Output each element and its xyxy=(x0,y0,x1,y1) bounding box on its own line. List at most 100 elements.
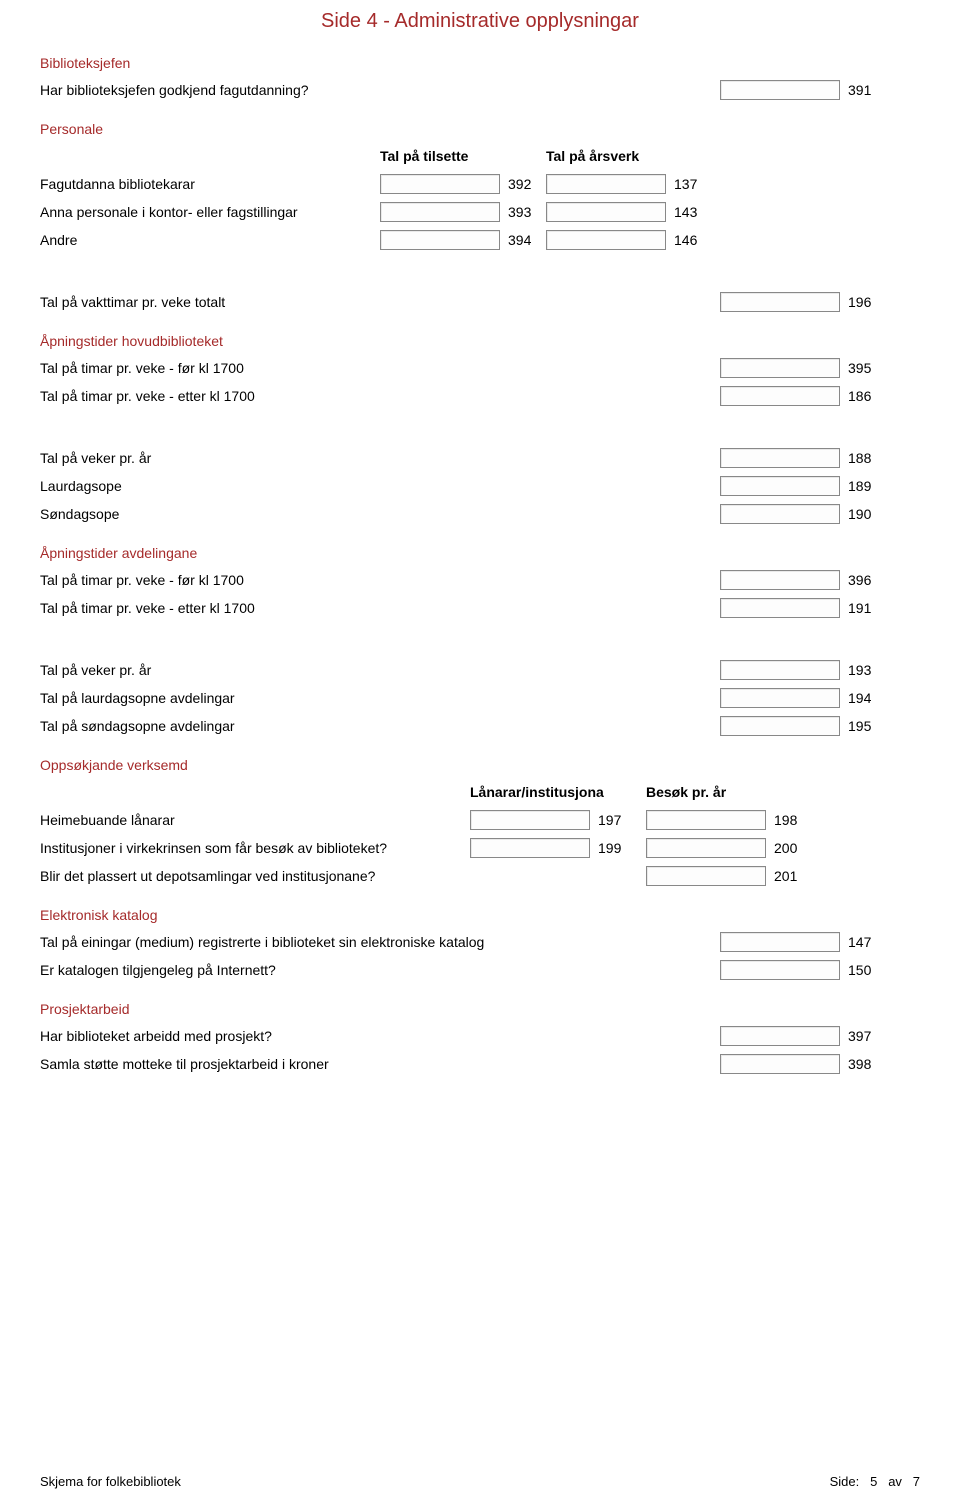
num-198: 198 xyxy=(774,812,808,828)
col-lanarar: Lånarar/institusjona xyxy=(470,784,646,800)
elek-row-1: Er katalogen tilgjengeleg på Internett? … xyxy=(40,957,920,983)
num-188: 188 xyxy=(848,450,882,466)
veker2-label-0: Tal på veker pr. år xyxy=(40,662,720,678)
footer-page-current: 5 xyxy=(870,1474,877,1489)
veker2-row-1: Tal på laurdagsopne avdelingar 194 xyxy=(40,685,920,711)
hovud-row-1: Tal på timar pr. veke - etter kl 1700 18… xyxy=(40,383,920,409)
hovud-label-1: Tal på timar pr. veke - etter kl 1700 xyxy=(40,388,720,404)
input-393[interactable] xyxy=(380,202,500,222)
num-197: 197 xyxy=(598,812,632,828)
hovud-row-0: Tal på timar pr. veke - før kl 1700 395 xyxy=(40,355,920,381)
input-198[interactable] xyxy=(646,810,766,830)
input-150[interactable] xyxy=(720,960,840,980)
input-193[interactable] xyxy=(720,660,840,680)
prosjekt-label-1: Samla støtte motteke til prosjektarbeid … xyxy=(40,1056,720,1072)
page-footer: Skjema for folkebibliotek Side: 5 av 7 xyxy=(40,1474,920,1489)
input-200[interactable] xyxy=(646,838,766,858)
avd-row-0: Tal på timar pr. veke - før kl 1700 396 xyxy=(40,567,920,593)
num-137: 137 xyxy=(674,176,708,192)
num-186: 186 xyxy=(848,388,882,404)
col-arsverk: Tal på årsverk xyxy=(546,148,712,164)
section-prosjekt: Prosjektarbeid xyxy=(40,1001,920,1017)
footer-right: Side: 5 av 7 xyxy=(830,1474,920,1489)
input-201[interactable] xyxy=(646,866,766,886)
oppsok-header-row: Lånarar/institusjona Besøk pr. år xyxy=(40,779,920,805)
label-godkjend: Har biblioteksjefen godkjend fagutdannin… xyxy=(40,82,720,98)
personale-row-2: Andre 394 146 xyxy=(40,227,920,253)
personale-label-1: Anna personale i kontor- eller fagstilli… xyxy=(40,204,380,220)
input-397[interactable] xyxy=(720,1026,840,1046)
veker1-label-0: Tal på veker pr. år xyxy=(40,450,720,466)
veker2-label-1: Tal på laurdagsopne avdelingar xyxy=(40,690,720,706)
col-besok: Besøk pr. år xyxy=(646,784,812,800)
prosjekt-row-0: Har biblioteket arbeidd med prosjekt? 39… xyxy=(40,1023,920,1049)
avd-label-1: Tal på timar pr. veke - etter kl 1700 xyxy=(40,600,720,616)
footer-sep: av xyxy=(888,1474,902,1489)
hovud-label-0: Tal på timar pr. veke - før kl 1700 xyxy=(40,360,720,376)
num-191: 191 xyxy=(848,600,882,616)
num-193: 193 xyxy=(848,662,882,678)
personale-row-0: Fagutdanna bibliotekarar 392 137 xyxy=(40,171,920,197)
num-147: 147 xyxy=(848,934,882,950)
input-186[interactable] xyxy=(720,386,840,406)
elek-row-0: Tal på einingar (medium) registrerte i b… xyxy=(40,929,920,955)
veker2-row-0: Tal på veker pr. år 193 xyxy=(40,657,920,683)
row-vakttimar: Tal på vakttimar pr. veke totalt 196 xyxy=(40,289,920,315)
oppsok-label-1: Institusjoner i virkekrinsen som får bes… xyxy=(40,840,470,856)
input-146[interactable] xyxy=(546,230,666,250)
input-147[interactable] xyxy=(720,932,840,952)
input-394[interactable] xyxy=(380,230,500,250)
personale-label-2: Andre xyxy=(40,232,380,248)
num-396: 396 xyxy=(848,572,882,588)
num-150: 150 xyxy=(848,962,882,978)
num-398: 398 xyxy=(848,1056,882,1072)
num-189: 189 xyxy=(848,478,882,494)
oppsok-label-0: Heimebuande lånarar xyxy=(40,812,470,828)
section-elektronisk: Elektronisk katalog xyxy=(40,907,920,923)
elek-label-0: Tal på einingar (medium) registrerte i b… xyxy=(40,934,720,950)
footer-side-label: Side: xyxy=(830,1474,860,1489)
section-apningstider-avd: Åpningstider avdelingane xyxy=(40,545,920,561)
num-196: 196 xyxy=(848,294,882,310)
label-vakttimar: Tal på vakttimar pr. veke totalt xyxy=(40,294,720,310)
avd-row-1: Tal på timar pr. veke - etter kl 1700 19… xyxy=(40,595,920,621)
num-190: 190 xyxy=(848,506,882,522)
input-194[interactable] xyxy=(720,688,840,708)
section-biblioteksjefen: Biblioteksjefen xyxy=(40,55,920,71)
input-395[interactable] xyxy=(720,358,840,378)
input-188[interactable] xyxy=(720,448,840,468)
veker2-label-2: Tal på søndagsopne avdelingar xyxy=(40,718,720,734)
input-396[interactable] xyxy=(720,570,840,590)
input-190[interactable] xyxy=(720,504,840,524)
num-194: 194 xyxy=(848,690,882,706)
input-197[interactable] xyxy=(470,810,590,830)
elek-label-1: Er katalogen tilgjengeleg på Internett? xyxy=(40,962,720,978)
footer-page-total: 7 xyxy=(913,1474,920,1489)
personale-header-row: Tal på tilsette Tal på årsverk xyxy=(40,143,920,169)
num-146: 146 xyxy=(674,232,708,248)
oppsok-row-1: Institusjoner i virkekrinsen som får bes… xyxy=(40,835,920,861)
input-143[interactable] xyxy=(546,202,666,222)
num-199: 199 xyxy=(598,840,632,856)
prosjekt-row-1: Samla støtte motteke til prosjektarbeid … xyxy=(40,1051,920,1077)
num-195: 195 xyxy=(848,718,882,734)
input-189[interactable] xyxy=(720,476,840,496)
input-392[interactable] xyxy=(380,174,500,194)
section-apningstider-hovud: Åpningstider hovudbiblioteket xyxy=(40,333,920,349)
col-tilsette: Tal på tilsette xyxy=(380,148,546,164)
input-398[interactable] xyxy=(720,1054,840,1074)
num-393: 393 xyxy=(508,204,542,220)
input-196[interactable] xyxy=(720,292,840,312)
veker2-row-2: Tal på søndagsopne avdelingar 195 xyxy=(40,713,920,739)
personale-row-1: Anna personale i kontor- eller fagstilli… xyxy=(40,199,920,225)
input-godkjend[interactable] xyxy=(720,80,840,100)
input-191[interactable] xyxy=(720,598,840,618)
oppsok-row-2: Blir det plassert ut depotsamlingar ved … xyxy=(40,863,920,889)
input-199[interactable] xyxy=(470,838,590,858)
footer-left: Skjema for folkebibliotek xyxy=(40,1474,181,1489)
num-394: 394 xyxy=(508,232,542,248)
input-137[interactable] xyxy=(546,174,666,194)
input-195[interactable] xyxy=(720,716,840,736)
personale-label-0: Fagutdanna bibliotekarar xyxy=(40,176,380,192)
fieldnum-391: 391 xyxy=(848,82,882,98)
